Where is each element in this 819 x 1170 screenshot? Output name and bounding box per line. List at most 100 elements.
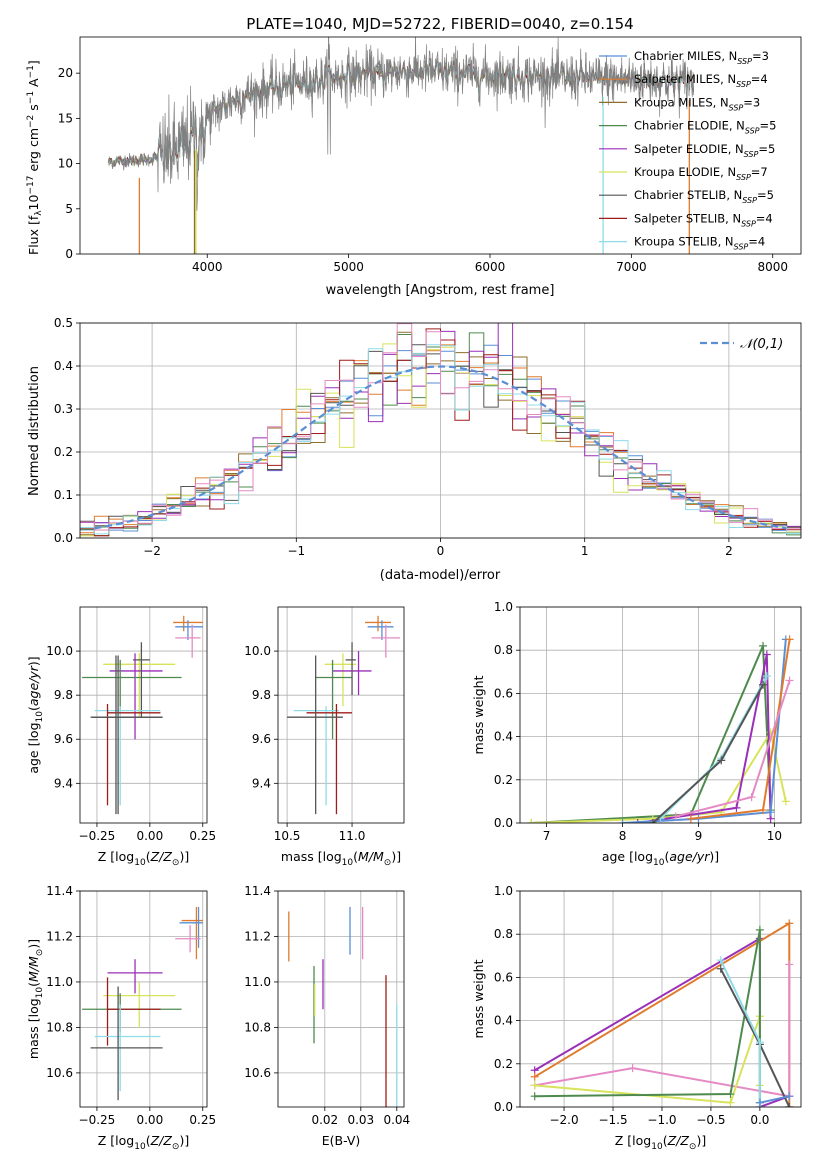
x-tick-label: 0.04: [383, 1113, 410, 1127]
plot-area: [80, 323, 801, 538]
x-tick-label: 9: [695, 829, 703, 843]
x-tick-label: 0.03: [347, 1113, 374, 1127]
axes-frame: [79, 36, 802, 255]
axes-frame: [519, 606, 802, 824]
x-tick-label: −1: [287, 544, 305, 558]
plot-area: [527, 635, 794, 823]
weight-marker: [755, 1038, 764, 1047]
x-tick-label: 4000: [192, 260, 223, 274]
legend-entry: Salpeter ELODIE, NSSP=5: [634, 142, 775, 159]
weight-marker: [785, 1092, 794, 1101]
y-tick-label: 0.4: [494, 730, 513, 744]
y-tick-label: 10.8: [244, 1020, 271, 1034]
y-tick-label: 0.8: [494, 643, 513, 657]
legend-entry: Kroupa ELODIE, NSSP=7: [634, 165, 768, 182]
y-tick-label: 0.3: [54, 402, 73, 416]
y-tick-label: 10.6: [46, 1066, 73, 1080]
weight-marker: [716, 956, 725, 965]
x-tick-label: 11.0: [339, 829, 366, 843]
panel-spectrum: 4000 5000 6000 7000 8000 0 5 10 15 20 Chabrier MIL…: [26, 36, 802, 298]
x-tick-label: 10.5: [274, 829, 301, 843]
axes-frame: [277, 890, 405, 1108]
y-tick-label: 5: [65, 202, 73, 216]
panel-age_vs_Z: −0.25 0.00 0.25 9.4 9.6 9.8 10.0 Z [log10(Z/Z⊙)…: [26, 606, 216, 868]
weight-marker: [759, 680, 768, 689]
y-tick-label: 1.0: [494, 600, 513, 614]
y-tick-label: 0.6: [494, 686, 513, 700]
y-tick-label: 20: [58, 66, 73, 80]
axes-frame: [79, 606, 208, 824]
y-tick-label: 0.2: [494, 773, 513, 787]
y-axis-label: Normed distribution: [27, 366, 42, 496]
x-axis-label: age [log10(age/yr)]: [602, 849, 719, 868]
legend-entry: Chabrier MILES, NSSP=3: [634, 49, 769, 66]
normal-curve: [94, 365, 787, 530]
weight-marker: [785, 1103, 794, 1107]
x-tick-label: 0.25: [189, 1113, 216, 1127]
y-tick-label: 11.2: [46, 929, 73, 943]
y-tick-label: 10.6: [244, 1066, 271, 1080]
x-tick-label: 0.02: [311, 1113, 338, 1127]
weight-marker: [755, 925, 764, 934]
weight-marker: [686, 814, 695, 823]
legend-entry: 𝒩(0,1): [740, 337, 783, 352]
x-axis-label: wavelength [Angstrom, rest frame]: [326, 283, 555, 298]
x-tick-label: 0.00: [136, 829, 163, 843]
x-tick-label: −1.0: [647, 1113, 676, 1127]
x-tick-label: 5000: [333, 260, 364, 274]
x-tick-label: 0.25: [189, 829, 216, 843]
x-tick-label: 0: [437, 544, 445, 558]
plot-area: [530, 919, 794, 1107]
x-axis-label: mass [log10(M/M⊙)]: [281, 849, 401, 868]
panel-weight_vs_Z: −2.0 −1.5 −1.0 −0.5 0.0 0.0 0.2 0.4 0.6 0.8 1.0 Z […: [471, 884, 802, 1152]
x-tick-label: −2.0: [549, 1113, 578, 1127]
y-tick-label: 10.8: [46, 1020, 73, 1034]
x-tick-label: −2: [143, 544, 161, 558]
weight-marker: [726, 1090, 735, 1099]
y-tick-label: 11.0: [46, 975, 73, 989]
legend: Chabrier MILES, NSSP=3 Salpeter MILES, NS…: [599, 49, 776, 252]
panel-weight_vs_age: 7 8 9 10 0.0 0.2 0.4 0.6 0.8 1.0 age [log10(age/yr…: [471, 600, 802, 868]
plot-area: [107, 37, 694, 254]
x-tick-label: 0.00: [136, 1113, 163, 1127]
axes-frame: [277, 606, 405, 824]
x-tick-label: 6000: [475, 260, 506, 274]
plot-area: [288, 906, 398, 1107]
legend-entry: Salpeter STELIB, NSSP=4: [634, 211, 773, 228]
x-tick-label: 10: [767, 829, 782, 843]
weight-marker: [747, 793, 756, 802]
y-tick-label: 0.6: [494, 970, 513, 984]
y-axis-label: age [log10(age/yr)]: [26, 656, 45, 773]
x-tick-label: −0.25: [79, 829, 116, 843]
y-tick-label: 0.0: [494, 816, 513, 830]
y-tick-label: 11.4: [244, 884, 271, 898]
x-tick-label: 7: [543, 829, 551, 843]
x-tick-label: 1: [581, 544, 589, 558]
y-tick-label: 9.6: [54, 732, 73, 746]
x-tick-label: 0.0: [750, 1113, 769, 1127]
legend-entry: Kroupa MILES, NSSP=3: [634, 95, 760, 112]
weight-line: [759, 1095, 790, 1104]
weight-marker: [781, 797, 790, 806]
x-tick-label: 8000: [757, 260, 788, 274]
x-axis-label: (data-model)/error: [380, 568, 501, 583]
weight-line: [534, 964, 791, 1098]
plot-area: [287, 615, 401, 815]
y-axis-label: Flux [fλ10−17 erg cm−2 s−1 A−1]: [26, 60, 44, 255]
weight-marker: [785, 635, 794, 644]
weight-marker: [755, 1098, 764, 1107]
y-tick-label: 0.5: [54, 316, 73, 330]
weight-marker: [785, 919, 794, 928]
panel-mass_vs_EBV: 0.02 0.03 0.04 10.6 10.8 11.0 11.2 11.4: [244, 884, 410, 1127]
legend-entry: Kroupa STELIB, NSSP=4: [634, 235, 765, 252]
observed-spectrum: [107, 37, 694, 211]
x-tick-label: 8: [619, 829, 627, 843]
weight-marker: [530, 1081, 539, 1090]
weight-marker: [762, 672, 771, 681]
y-tick-label: 15: [58, 111, 73, 125]
axes-frame: [79, 890, 208, 1108]
weight-marker: [648, 819, 657, 823]
y-tick-label: 10.0: [46, 644, 73, 658]
legend-entry: Salpeter MILES, NSSP=4: [634, 72, 768, 89]
